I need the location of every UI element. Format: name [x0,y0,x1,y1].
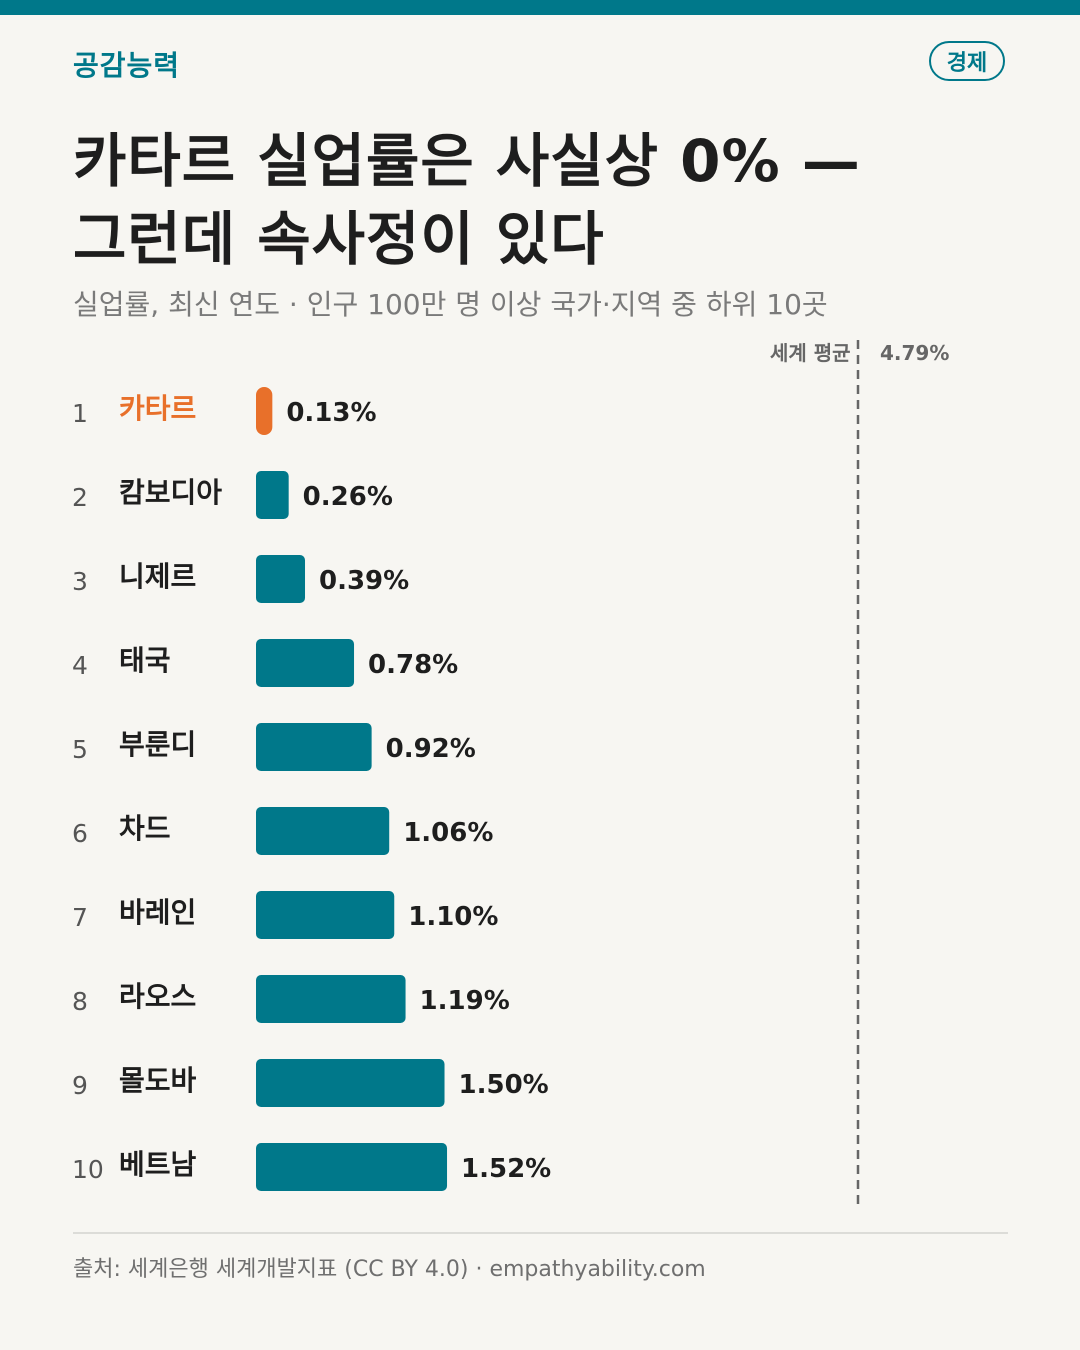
rank-label: 5 [72,735,88,764]
value-label: 0.78% [368,650,458,680]
category-label: 니제르 [119,560,196,593]
bar [256,1143,448,1191]
category-label: 부룬디 [119,728,196,761]
rank-label: 8 [72,987,88,1016]
rank-label: 3 [72,567,88,596]
category-label: 베트남 [119,1148,197,1181]
category-badge[interactable]: 경제 [929,41,1005,81]
value-label: 1.19% [420,986,510,1016]
rank-label: 6 [72,819,88,848]
bar [256,471,289,519]
source-note: 출처: 세계은행 세계개발지표 (CC BY 4.0) · empathyabi… [73,1257,706,1282]
value-label: 1.06% [403,818,493,848]
bar [256,555,306,603]
category-label: 캄보디아 [119,476,222,509]
value-label: 1.52% [461,1154,551,1184]
bar [256,639,355,687]
bar [256,1059,445,1107]
category-label: 바레인 [119,896,196,929]
category-label: 차드 [119,812,171,845]
rank-label: 7 [72,903,88,932]
rank-label: 4 [72,651,88,680]
value-label: 0.92% [386,734,476,764]
value-label: 1.10% [408,902,498,932]
value-label: 0.13% [286,398,376,428]
bar-highlighted [256,387,273,435]
bar [256,723,372,771]
footer-divider [73,1232,1008,1234]
rank-label: 10 [72,1155,104,1184]
reference-label: 세계 평균 [770,341,851,365]
category-label: 태국 [119,644,171,677]
rank-label: 9 [72,1071,88,1100]
rank-label: 1 [72,399,88,428]
category-label: 몰도바 [119,1064,197,1097]
bar [256,807,390,855]
title-line-1: 카타르 실업률은 사실상 0% — [73,127,861,195]
category-label: 카타르 [119,392,196,425]
value-label: 0.26% [303,482,393,512]
bar [256,891,395,939]
chart-subtitle: 실업률, 최신 연도 · 인구 100만 명 이상 국가·지역 중 하위 10곳 [73,288,828,321]
category-label: 라오스 [119,980,196,1013]
page-title: 카타르 실업률은 사실상 0% — 그런데 속사정이 있다 [73,122,1033,278]
value-label: 0.39% [319,566,409,596]
rank-label: 2 [72,483,88,512]
title-line-2: 그런데 속사정이 있다 [73,205,605,273]
bar [256,975,406,1023]
brand-name: 공감능력 [73,49,181,82]
unemployment-bar-chart: 세계 평균 4.79% 1 카타르 0.13% 2 캄보디아 0.26% 3 니제르 0.39% 4 태… [72,340,949,1206]
reference-value-label: 4.79% [880,341,949,365]
top-accent-bar [0,0,1080,15]
value-label: 1.50% [459,1070,549,1100]
